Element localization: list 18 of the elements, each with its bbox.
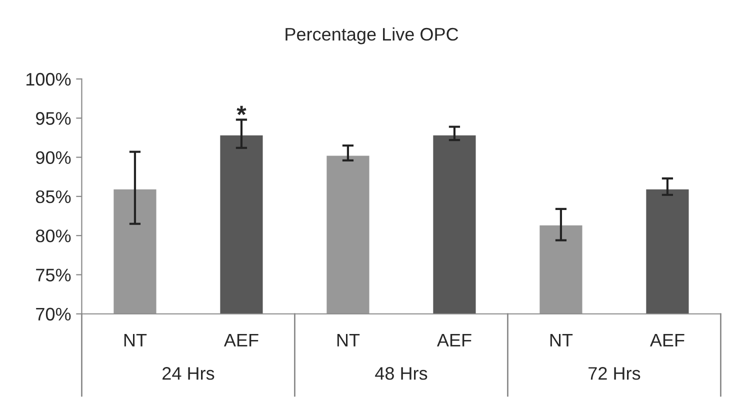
y-tick-label: 90%	[36, 151, 71, 164]
annotation: *	[236, 106, 246, 116]
y-tick-label: 100%	[26, 72, 71, 86]
y-tick-label: 85%	[36, 190, 71, 204]
text: 48 Hrs	[375, 367, 428, 380]
y-tick-label: 95%	[36, 112, 71, 125]
text: 24 Hrs	[162, 367, 214, 380]
y-tick-label: 80%	[36, 230, 71, 242]
x-tick-label: AEF	[224, 334, 258, 346]
x-tick-label: NT	[337, 334, 360, 346]
x-tick-label: AEF	[436, 334, 472, 346]
chart-title: Percentage Live OPC	[286, 27, 458, 44]
x-tick-label: NT	[550, 334, 573, 346]
x-tick-label: NT	[124, 334, 147, 346]
text: 72 Hrs	[588, 367, 640, 380]
x-tick-label: AEF	[650, 334, 684, 346]
y-tick-label: 75%	[36, 268, 71, 282]
y-tick-label: 70%	[36, 308, 71, 321]
